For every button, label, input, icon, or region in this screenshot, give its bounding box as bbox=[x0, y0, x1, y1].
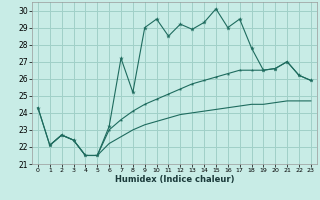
X-axis label: Humidex (Indice chaleur): Humidex (Indice chaleur) bbox=[115, 175, 234, 184]
